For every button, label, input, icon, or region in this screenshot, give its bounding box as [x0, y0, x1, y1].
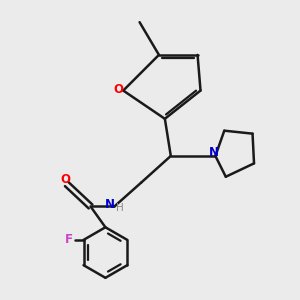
Text: N: N — [209, 146, 219, 159]
Text: F: F — [65, 233, 73, 246]
Text: H: H — [116, 203, 124, 213]
Text: N: N — [105, 199, 115, 212]
Text: O: O — [113, 82, 123, 96]
Text: O: O — [60, 173, 70, 186]
